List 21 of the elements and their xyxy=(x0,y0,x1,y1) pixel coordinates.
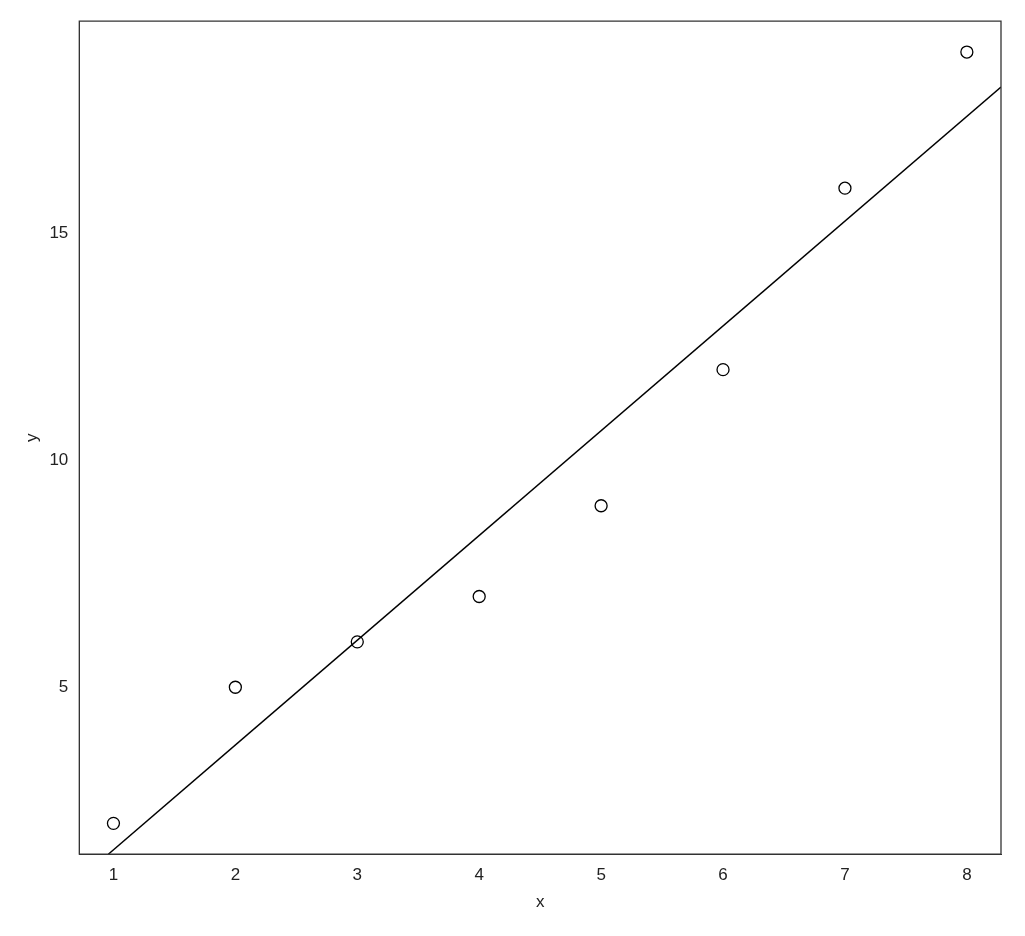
y-axis-title: y xyxy=(21,432,41,442)
x-tick-label: 5 xyxy=(596,865,606,885)
x-tick-label: 7 xyxy=(840,865,850,885)
point xyxy=(838,181,852,195)
x-tick-label: 8 xyxy=(962,865,972,885)
y-tick-label: 10 xyxy=(49,450,69,470)
point xyxy=(960,45,974,59)
point xyxy=(716,362,730,377)
point xyxy=(594,499,608,513)
point xyxy=(350,635,364,649)
point xyxy=(472,589,486,604)
point xyxy=(228,680,243,694)
x-tick-label: 2 xyxy=(230,865,241,885)
x-tick-label: 6 xyxy=(718,865,728,885)
y-tick-label: 5 xyxy=(58,676,69,696)
x-axis-title: x xyxy=(535,892,545,912)
y-tick-label: 15 xyxy=(49,223,69,243)
x-tick-label: 1 xyxy=(108,865,119,885)
x-tick-label: 4 xyxy=(474,865,484,885)
point xyxy=(106,816,121,830)
x-tick-label: 3 xyxy=(352,865,363,885)
